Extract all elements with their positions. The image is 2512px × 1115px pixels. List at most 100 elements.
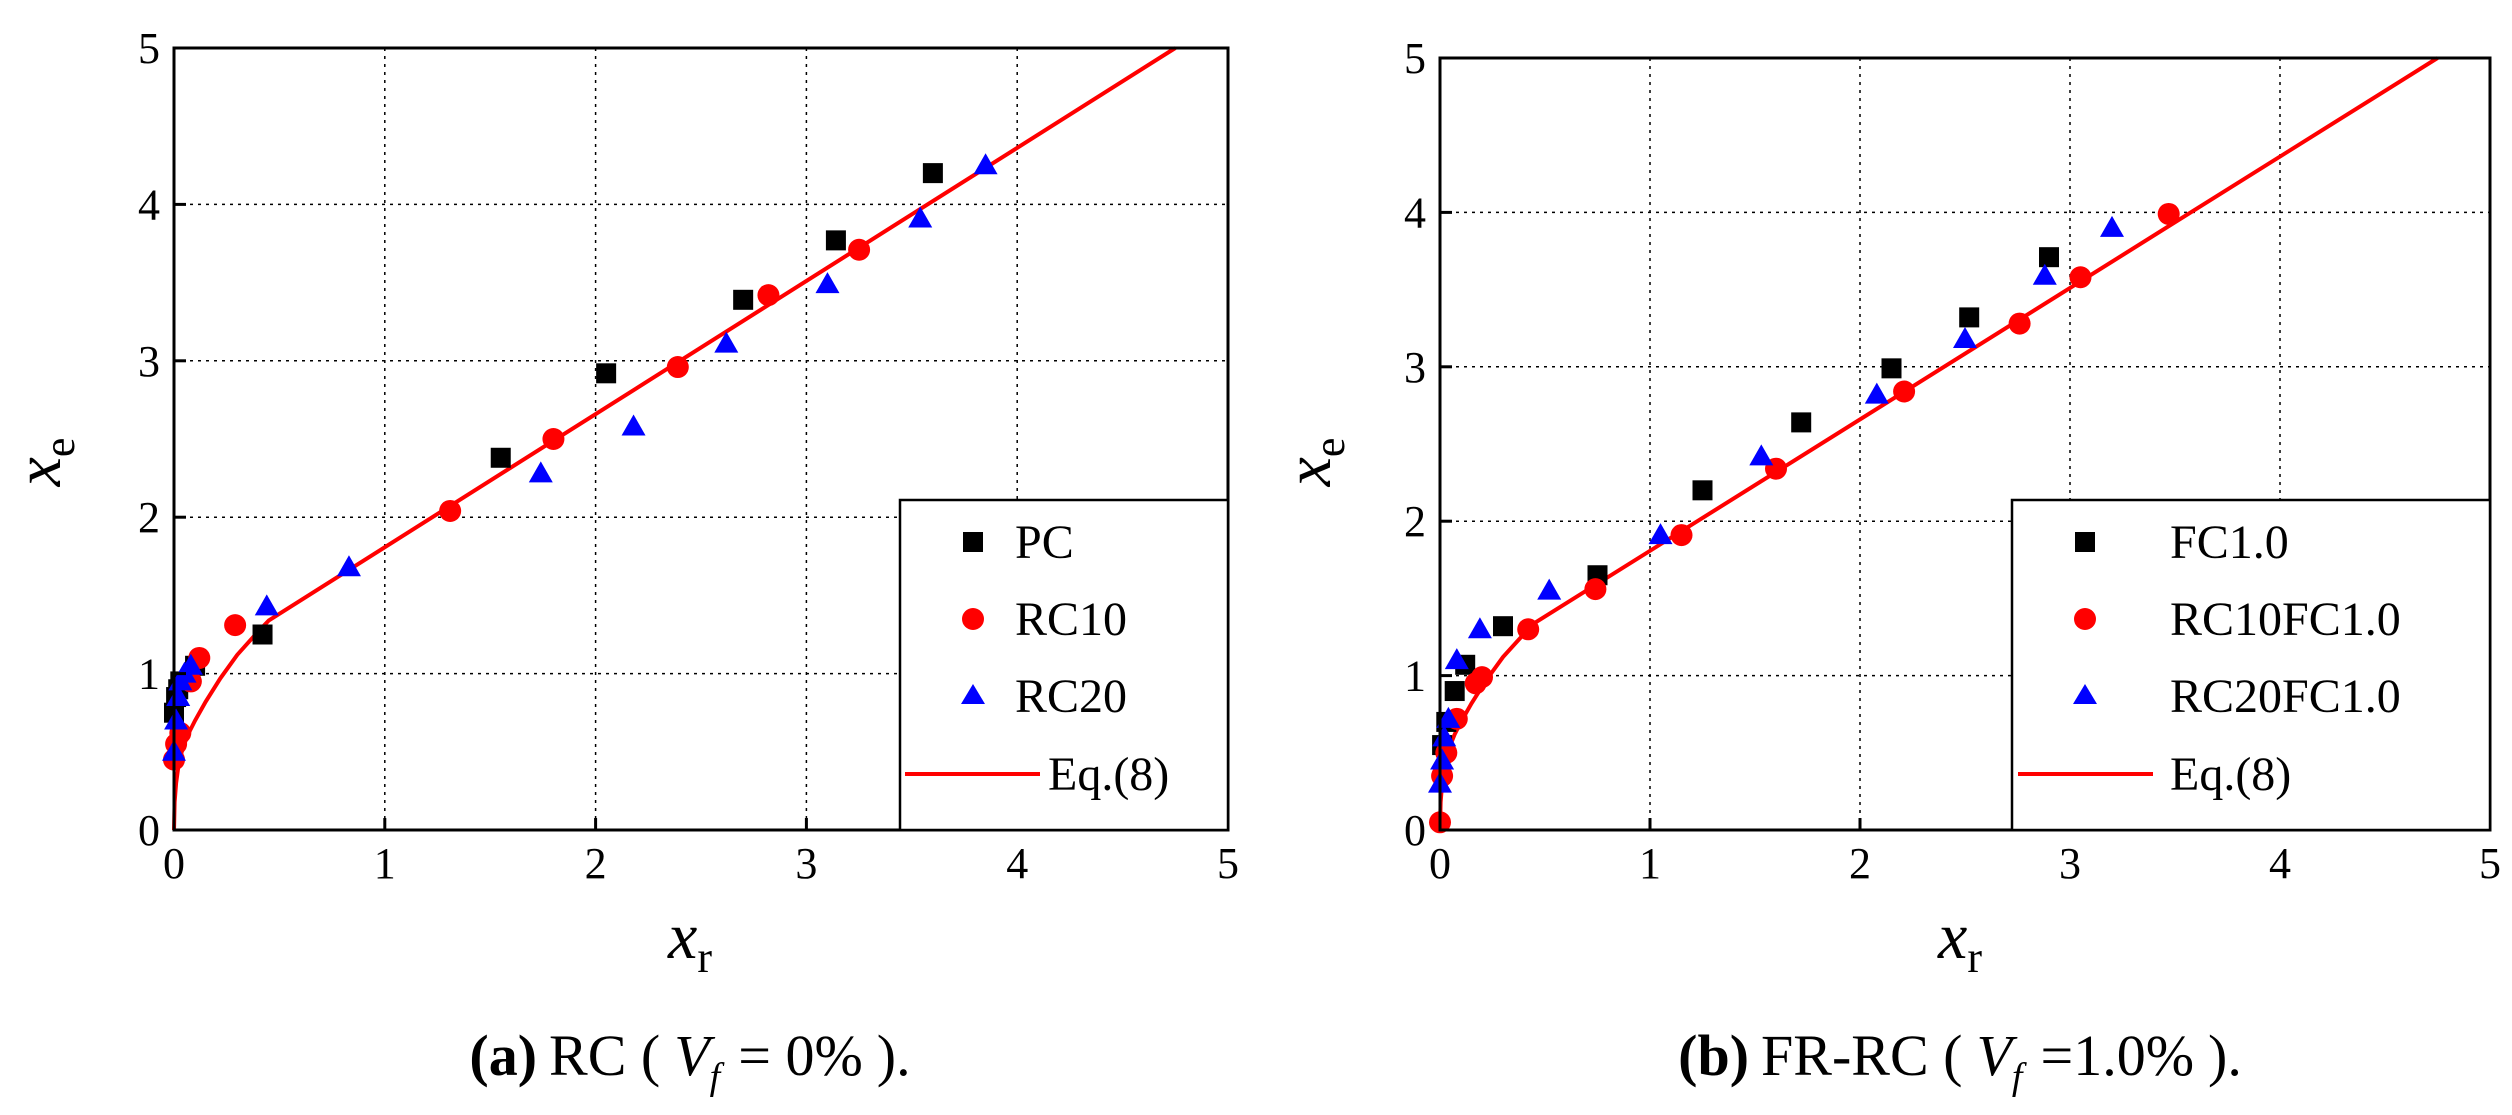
y-tick-label: 2 <box>138 493 160 542</box>
data-point-rc10 <box>666 356 689 379</box>
data-point-rc20fc1-0 <box>1648 523 1673 545</box>
legend-label-rc20fc1: RC20FC1.0 <box>2170 670 2401 723</box>
data-point-rc10 <box>542 428 565 450</box>
y-axis-title-a: xe <box>2 438 84 488</box>
x-tick-label: 2 <box>1849 839 1871 888</box>
data-point-rc20 <box>528 461 553 483</box>
data-point-rc10 <box>439 499 462 522</box>
data-point-fc1-0 <box>1444 681 1465 702</box>
x-tick-label: 0 <box>163 839 185 888</box>
x-tick-label: 1 <box>374 839 396 888</box>
data-point-rc10fc1-0 <box>1584 578 1607 601</box>
data-point-fc1-0 <box>1791 412 1812 433</box>
data-point-pc <box>825 230 846 251</box>
data-point-rc20fc1-0 <box>1430 748 1455 770</box>
data-point-rc10 <box>848 238 871 261</box>
data-point-rc20 <box>621 414 646 436</box>
data-point-rc20 <box>254 594 279 616</box>
y-tick-label: 1 <box>138 650 160 699</box>
data-point-rc10fc1-0 <box>2069 266 2092 289</box>
x-tick-label: 5 <box>2479 839 2501 888</box>
y-tick-label: 4 <box>138 180 160 229</box>
chart-panel-a: 0 1 2 3 4 5 0 1 2 3 4 5 PC RC10 RC20 Eq.(8) xe xr (… <box>2 24 1239 1098</box>
legend-marker-rc20fc1 <box>2073 684 2097 704</box>
data-point-rc20 <box>164 708 189 730</box>
data-point-rc10fc1-0 <box>1517 618 1540 641</box>
x-tick-label: 5 <box>1217 839 1239 888</box>
legend-label-eq8-b: Eq.(8) <box>2170 748 2291 801</box>
data-point-pc <box>596 363 617 384</box>
y-tick-label: 5 <box>1404 34 1426 83</box>
data-point-pc <box>922 163 943 184</box>
data-point-rc20fc1-0 <box>2100 215 2124 237</box>
tick-labels-a: 0 1 2 3 4 5 0 1 2 3 4 5 <box>138 24 1239 888</box>
data-point-fc1-0 <box>1692 480 1713 501</box>
legend-marker-pc <box>963 532 983 552</box>
tick-labels-b: 0 1 2 3 4 5 0 1 2 3 4 5 <box>1404 34 2501 888</box>
data-point-pc <box>733 289 754 310</box>
data-point-rc20 <box>336 555 361 577</box>
legend-label-rc10fc1: RC10FC1.0 <box>2170 593 2401 646</box>
ticks-a <box>172 46 1230 832</box>
y-tick-label: 2 <box>1404 497 1426 546</box>
legend-label-fc1: FC1.0 <box>2170 516 2289 569</box>
legend-marker-rc10 <box>962 608 984 630</box>
data-point-fc1-0 <box>1959 307 1980 328</box>
y-tick-label: 0 <box>1404 806 1426 855</box>
data-point-rc20 <box>908 206 933 228</box>
data-point-rc20fc1-0 <box>1432 725 1457 747</box>
legend-b: FC1.0 RC10FC1.0 RC20FC1.0 Eq.(8) <box>2010 498 2492 832</box>
data-point-rc10fc1-0 <box>2157 202 2180 225</box>
data-point-rc20fc1-0 <box>1864 382 1889 404</box>
data-point-rc10fc1-0 <box>1670 524 1693 547</box>
data-point-rc20 <box>166 685 191 707</box>
marker-layer-b <box>1428 202 2180 834</box>
data-point-rc20fc1-0 <box>1444 648 1469 670</box>
legend-label-pc: PC <box>1015 516 1074 569</box>
x-tick-label: 0 <box>1429 839 1451 888</box>
caption-a: (a) RC (Vf = 0%). <box>469 1023 910 1098</box>
y-tick-label: 1 <box>1404 652 1426 701</box>
y-axis-title-b: xe <box>1272 438 1354 488</box>
y-tick-label: 5 <box>138 24 160 73</box>
data-point-pc <box>490 447 511 468</box>
data-point-rc20 <box>815 272 840 294</box>
legend-label-rc20: RC20 <box>1015 670 1127 723</box>
x-tick-label: 1 <box>1639 839 1661 888</box>
legend-marker-fc1 <box>2075 532 2095 552</box>
data-point-pc <box>252 624 273 645</box>
x-tick-label: 2 <box>585 839 607 888</box>
data-point-rc20 <box>973 153 998 175</box>
x-tick-label: 3 <box>795 839 817 888</box>
data-point-rc20fc1-0 <box>1749 444 1774 466</box>
data-point-rc10fc1-0 <box>2008 312 2031 335</box>
x-tick-label: 3 <box>2059 839 2081 888</box>
data-point-rc20fc1-0 <box>1436 706 1461 728</box>
grid-lines-a <box>174 48 1228 830</box>
data-point-rc20fc1-0 <box>1537 578 1562 600</box>
data-point-rc10 <box>757 284 780 307</box>
x-tick-label: 4 <box>1006 839 1028 888</box>
legend-marker-rc20 <box>961 684 985 704</box>
y-tick-label: 0 <box>138 806 160 855</box>
x-axis-title-a: xr <box>667 900 712 982</box>
data-point-rc20fc1-0 <box>2032 263 2057 285</box>
legend-marker-rc10fc1 <box>2074 608 2096 630</box>
data-point-rc10fc1-0 <box>1471 666 1493 689</box>
y-tick-label: 3 <box>1404 343 1426 392</box>
caption-b: (b) FR-RC (Vf =1.0%). <box>1678 1023 2242 1098</box>
data-point-rc10 <box>224 614 247 637</box>
y-tick-label: 3 <box>138 337 160 386</box>
legend-a: PC RC10 RC20 Eq.(8) <box>898 498 1230 832</box>
plot-frame-b <box>1438 56 2492 832</box>
legend-label-rc10: RC10 <box>1015 593 1127 646</box>
data-point-fc1-0 <box>2039 247 2059 268</box>
data-point-rc20fc1-0 <box>1953 327 1977 349</box>
data-point-fc1-0 <box>1881 358 1902 379</box>
data-point-rc20 <box>178 653 203 675</box>
data-point-fc1-0 <box>1493 616 1513 637</box>
chart-panel-b: 0 1 2 3 4 5 0 1 2 3 4 5 FC1.0 RC10FC1.0 RC20FC1.0 E… <box>1272 34 2501 1098</box>
legend-label-eq8-a: Eq.(8) <box>1048 748 1169 801</box>
y-tick-label: 4 <box>1404 188 1426 237</box>
